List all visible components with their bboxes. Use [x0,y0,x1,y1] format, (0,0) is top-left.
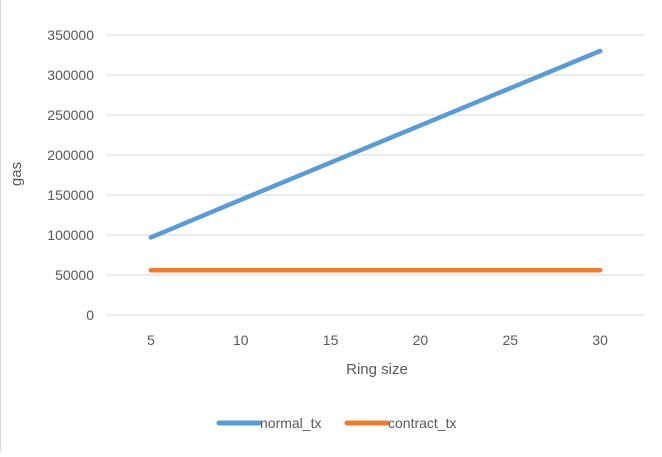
data-point-contract-tx [148,268,154,273]
series-line-normal-tx [148,48,603,240]
x-axis-title: Ring size [346,361,408,378]
data-point-contract-tx [508,268,513,273]
y-tick-label: 0 [86,307,94,323]
y-tick-label: 250000 [47,107,94,123]
x-axis-tick-labels: 5 10 15 20 25 30 [147,332,608,348]
gridlines [106,34,645,276]
y-tick-label: 100000 [47,227,94,243]
x-tick-label: 25 [502,332,518,348]
y-axis-title: gas [8,162,25,186]
data-point-contract-tx [238,268,243,273]
legend-label-contract-tx: contract_tx [388,415,456,431]
x-tick-label: 20 [413,332,429,348]
data-point-normal-tx [328,160,333,165]
legend: normal_tx contract_tx [216,415,456,431]
data-point-normal-tx [148,235,154,240]
y-tick-label: 300000 [47,67,94,83]
y-tick-label: 150000 [47,187,94,203]
data-point-contract-tx [597,268,603,273]
data-point-contract-tx [328,268,333,273]
legend-label-normal-tx: normal_tx [260,415,321,431]
data-point-normal-tx [597,48,603,54]
data-point-normal-tx [238,197,243,202]
y-axis-tick-labels: 0 50000 100000 150000 200000 250000 300000 3500… [47,27,94,323]
series-lines [148,48,603,273]
y-tick-label: 350000 [47,27,94,43]
data-point-normal-tx [508,86,513,91]
x-tick-label: 15 [323,332,339,348]
x-tick-label: 10 [233,332,249,348]
y-tick-label: 50000 [55,267,94,283]
x-tick-label: 5 [147,332,155,348]
data-point-normal-tx [418,123,423,128]
x-tick-label: 30 [592,332,608,348]
data-point-contract-tx [418,268,423,273]
y-tick-label: 200000 [47,147,94,163]
